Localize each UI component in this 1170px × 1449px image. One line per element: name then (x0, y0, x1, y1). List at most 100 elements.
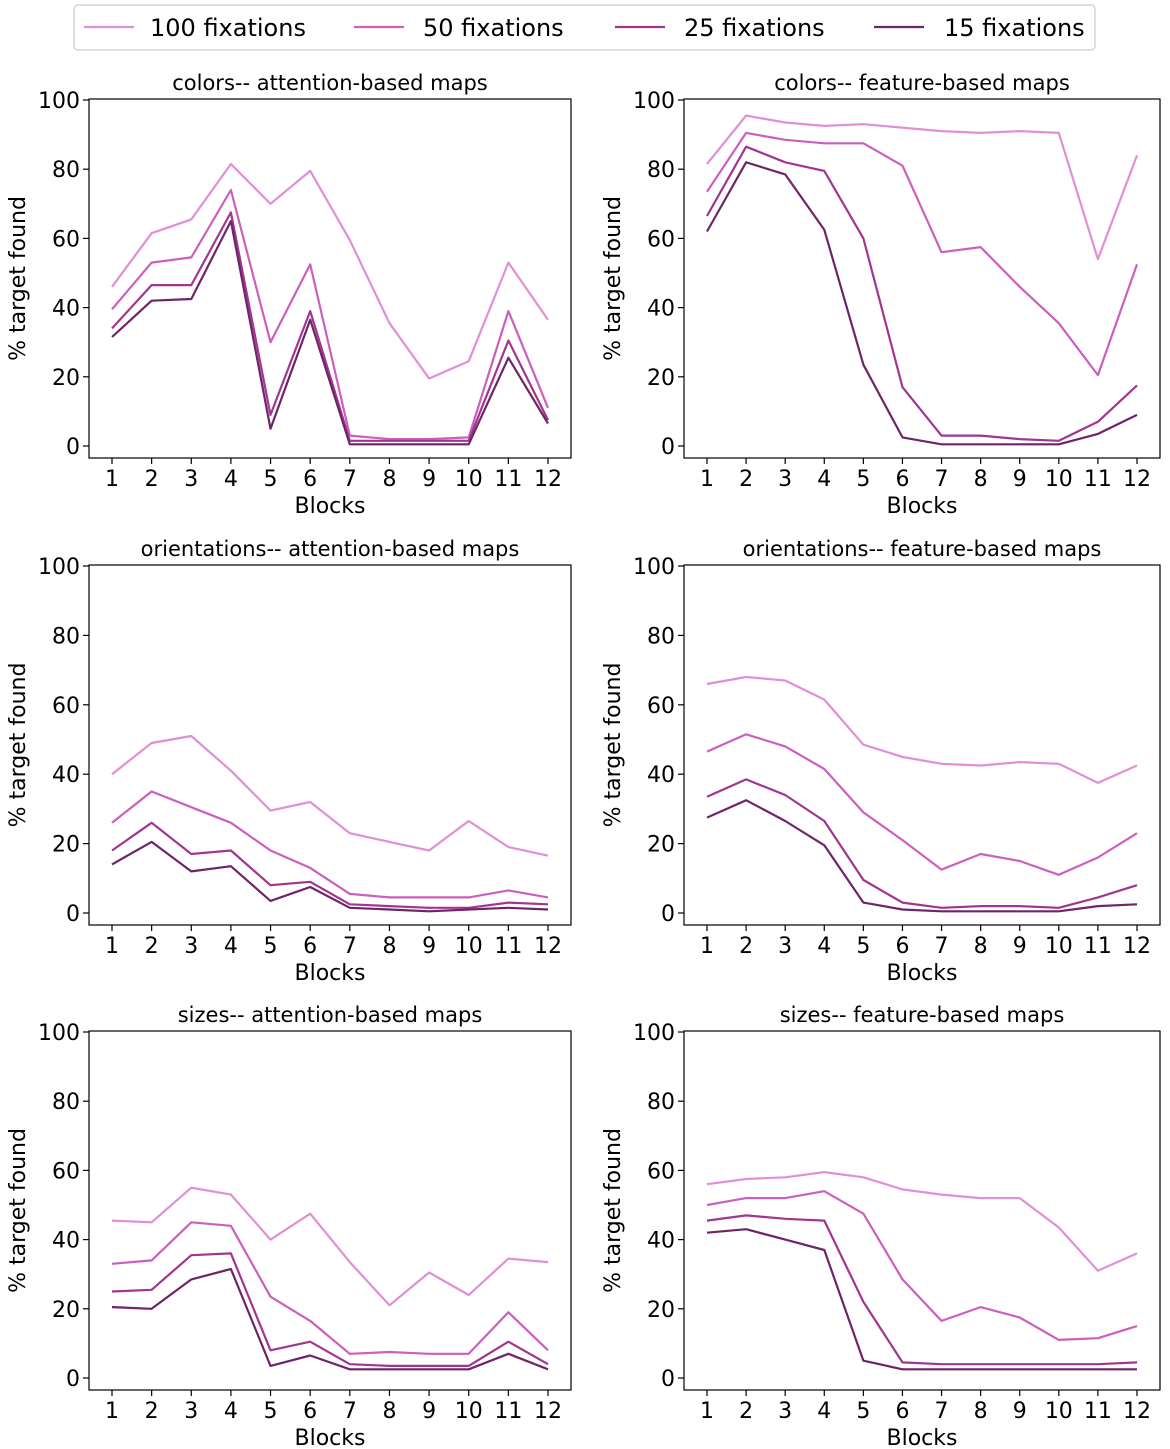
x-tick-label: 5 (856, 1399, 870, 1424)
series-line (111, 220, 549, 446)
series-line (706, 1190, 1138, 1342)
plot-frame (683, 1030, 1161, 1391)
x-axis-label: Blocks (887, 1426, 958, 1449)
plot-frame (88, 98, 572, 459)
series-line (111, 840, 549, 913)
series-line (111, 211, 549, 442)
y-tick-label: 0 (661, 902, 675, 927)
x-tick-label: 3 (778, 1399, 792, 1424)
x-tick-label: 9 (422, 934, 436, 959)
x-tick-label: 5 (264, 934, 278, 959)
x-tick-label: 11 (494, 467, 522, 492)
y-tick-label: 100 (633, 1021, 675, 1046)
x-tick-label: 11 (1084, 467, 1112, 492)
x-tick-label: 11 (1084, 1399, 1112, 1424)
x-tick-label: 4 (224, 934, 238, 959)
y-tick-label: 20 (647, 366, 675, 391)
legend-label: 100 fixations (150, 14, 306, 42)
y-tick-label: 100 (633, 89, 675, 114)
x-tick-label: 4 (817, 1399, 831, 1424)
x-tick-label: 4 (817, 934, 831, 959)
y-tick-label: 0 (66, 902, 80, 927)
plot-frame (88, 564, 572, 926)
x-tick-label: 3 (184, 467, 198, 492)
y-tick-label: 60 (647, 694, 675, 719)
x-tick-label: 12 (1123, 934, 1151, 959)
x-tick-label: 1 (700, 1399, 714, 1424)
x-axis-label: Blocks (295, 494, 366, 519)
y-axis-label: % target found (6, 663, 31, 828)
x-tick-label: 4 (224, 1399, 238, 1424)
x-tick-label: 7 (935, 467, 949, 492)
series-line (706, 114, 1139, 261)
x-tick-label: 1 (700, 934, 714, 959)
x-tick-label: 8 (974, 934, 988, 959)
x-tick-label: 5 (264, 1399, 278, 1424)
series-line (706, 1228, 1137, 1371)
chart-title: orientations-- attention-based maps (141, 537, 520, 561)
x-tick-label: 6 (895, 1399, 909, 1424)
y-tick-label: 100 (38, 555, 80, 580)
chart-title: orientations-- feature-based maps (743, 537, 1102, 561)
legend-label: 25 fixations (684, 14, 825, 42)
y-axis-label: % target found (601, 196, 626, 361)
x-tick-label: 4 (817, 467, 831, 492)
x-tick-label: 4 (224, 467, 238, 492)
x-tick-label: 10 (455, 1399, 483, 1424)
y-tick-label: 0 (661, 1367, 675, 1392)
x-tick-label: 8 (382, 934, 396, 959)
series-line (111, 1252, 549, 1368)
x-tick-label: 10 (1045, 1399, 1073, 1424)
y-tick-label: 100 (38, 1021, 80, 1046)
y-axis-label: % target found (6, 1128, 31, 1293)
y-tick-label: 80 (647, 1090, 675, 1115)
x-tick-label: 1 (700, 467, 714, 492)
x-tick-label: 2 (739, 1399, 753, 1424)
x-tick-label: 7 (343, 467, 357, 492)
series-line (111, 734, 549, 857)
y-axis-label: % target found (6, 196, 31, 361)
y-tick-label: 60 (52, 694, 80, 719)
y-tick-label: 80 (52, 1090, 80, 1115)
x-tick-label: 12 (534, 467, 562, 492)
x-tick-label: 5 (856, 934, 870, 959)
series-line (111, 821, 549, 909)
plot-frame (88, 1030, 572, 1391)
x-tick-label: 3 (184, 1399, 198, 1424)
x-tick-label: 7 (935, 1399, 949, 1424)
y-tick-label: 60 (52, 227, 80, 252)
x-axis-label: Blocks (295, 1426, 366, 1449)
y-tick-label: 40 (647, 297, 675, 322)
x-tick-label: 7 (343, 1399, 357, 1424)
chart-title: sizes-- feature-based maps (780, 1003, 1065, 1027)
y-tick-label: 0 (661, 435, 675, 460)
y-tick-label: 80 (52, 624, 80, 649)
x-tick-label: 1 (105, 934, 119, 959)
x-tick-label: 10 (455, 934, 483, 959)
y-axis-label: % target found (601, 663, 626, 828)
x-tick-label: 11 (494, 934, 522, 959)
series-line (111, 188, 550, 441)
x-tick-label: 9 (1013, 1399, 1027, 1424)
x-tick-label: 6 (303, 1399, 317, 1424)
x-tick-label: 3 (184, 934, 198, 959)
x-axis-label: Blocks (887, 961, 958, 986)
y-tick-label: 20 (52, 366, 80, 391)
series-line (111, 1186, 549, 1307)
x-tick-label: 8 (382, 467, 396, 492)
x-tick-label: 9 (422, 1399, 436, 1424)
y-tick-label: 100 (633, 555, 675, 580)
series-line (111, 162, 549, 380)
series-line (706, 1214, 1138, 1366)
legend-label: 50 fixations (423, 14, 564, 42)
x-tick-label: 6 (895, 934, 909, 959)
legend: 100 fixations 50 fixations 25 fixations 15 … (73, 4, 1096, 51)
y-tick-label: 80 (647, 158, 675, 183)
x-tick-label: 8 (382, 1399, 396, 1424)
x-axis-label: Blocks (295, 961, 366, 986)
y-axis-label: % target found (601, 1128, 626, 1293)
